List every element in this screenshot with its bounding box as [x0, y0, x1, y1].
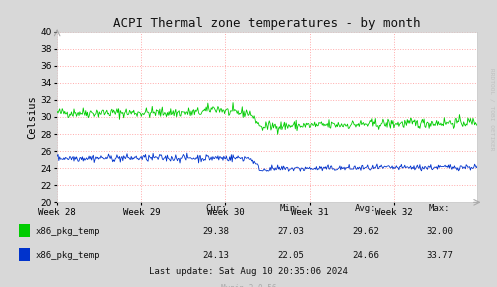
Text: x86_pkg_temp: x86_pkg_temp — [36, 227, 100, 236]
Title: ACPI Thermal zone temperatures - by month: ACPI Thermal zone temperatures - by mont… — [113, 18, 421, 30]
Text: 32.00: 32.00 — [426, 227, 453, 236]
Text: 33.77: 33.77 — [426, 251, 453, 260]
Text: x86_pkg_temp: x86_pkg_temp — [36, 251, 100, 260]
Text: Munin 2.0.56: Munin 2.0.56 — [221, 284, 276, 287]
Text: 22.05: 22.05 — [277, 251, 304, 260]
Text: 29.62: 29.62 — [352, 227, 379, 236]
Text: 29.38: 29.38 — [203, 227, 230, 236]
Text: 27.03: 27.03 — [277, 227, 304, 236]
Text: RRDTOOL / TOBI OETIKER: RRDTOOL / TOBI OETIKER — [490, 68, 495, 150]
Text: Avg:: Avg: — [354, 204, 376, 213]
Text: 24.66: 24.66 — [352, 251, 379, 260]
Text: 24.13: 24.13 — [203, 251, 230, 260]
Text: Max:: Max: — [429, 204, 451, 213]
Y-axis label: Celsius: Celsius — [27, 95, 37, 139]
Text: Cur:: Cur: — [205, 204, 227, 213]
Text: Min:: Min: — [280, 204, 302, 213]
Text: Last update: Sat Aug 10 20:35:06 2024: Last update: Sat Aug 10 20:35:06 2024 — [149, 267, 348, 276]
